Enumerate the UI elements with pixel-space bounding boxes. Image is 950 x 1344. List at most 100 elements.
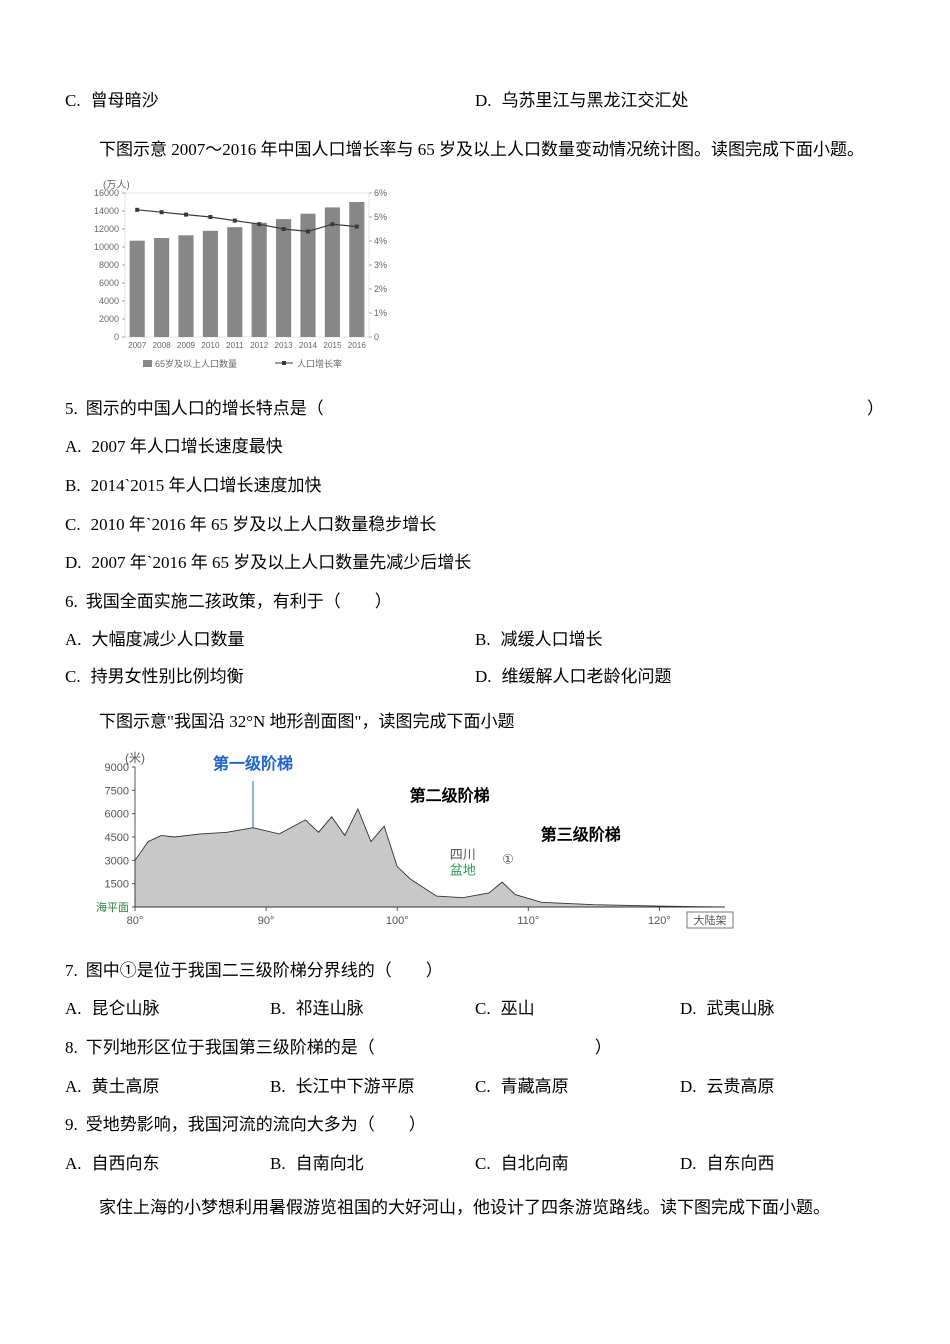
svg-text:8000: 8000	[99, 260, 119, 270]
option-text: 自西向东	[92, 1149, 160, 1180]
svg-text:四川: 四川	[450, 847, 476, 862]
option-label: C.	[475, 1072, 491, 1103]
option-d: D. 维缓解人口老龄化问题	[475, 662, 885, 693]
option-d: D.武夷山脉	[680, 994, 885, 1025]
svg-text:2%: 2%	[374, 284, 387, 294]
question-text: 图示的中国人口的增长特点是（	[86, 394, 324, 425]
svg-text:2012: 2012	[250, 341, 269, 350]
question-number: 9.	[65, 1110, 78, 1141]
option-label: B.	[475, 625, 491, 656]
option-label: A.	[65, 625, 82, 656]
svg-text:4%: 4%	[374, 236, 387, 246]
option-label: C.	[65, 510, 81, 541]
svg-text:第二级阶梯: 第二级阶梯	[410, 786, 490, 805]
passage-2: 下图示意"我国沿 32°N 地形剖面图"，读图完成下面小题	[65, 707, 885, 738]
question-number: 5.	[65, 394, 78, 425]
option-text: 自南向北	[296, 1149, 364, 1180]
option-row-top: C. 曾母暗沙 D. 乌苏里江与黑龙江交汇处	[65, 86, 885, 117]
close-paren: ）	[595, 1033, 613, 1064]
svg-text:盆地: 盆地	[450, 862, 476, 877]
svg-text:6%: 6%	[374, 188, 387, 198]
svg-text:7500: 7500	[105, 785, 129, 797]
question-5: 5. 图示的中国人口的增长特点是（ ）	[65, 394, 885, 425]
option-c: C.青藏高原	[475, 1072, 680, 1103]
option-a: A. 昆仑山脉	[65, 994, 270, 1025]
option-row: A. 昆仑山脉 B.祁连山脉 C. 巫山 D.武夷山脉	[65, 994, 885, 1025]
svg-text:6000: 6000	[99, 278, 119, 288]
option-label: D.	[65, 548, 82, 579]
svg-text:9000: 9000	[105, 762, 129, 774]
option-d: D.云贵高原	[680, 1072, 885, 1103]
svg-text:6000: 6000	[105, 809, 129, 821]
option-text: 2014`2015 年人口增长速度加快	[91, 471, 322, 502]
close-paren: ）	[867, 394, 885, 425]
svg-text:14000: 14000	[94, 206, 119, 216]
svg-text:1%: 1%	[374, 308, 387, 318]
question-7: 7. 图中①是位于我国二三级阶梯分界线的（ ）	[65, 956, 885, 987]
question-text: 图中①是位于我国二三级阶梯分界线的（ ）	[86, 956, 443, 987]
option-row: A.自西向东 B.自南向北 C.自北向南 D.自东向西	[65, 1149, 885, 1180]
svg-text:2008: 2008	[152, 341, 171, 350]
option-d: D. 自东向西	[680, 1149, 885, 1180]
svg-text:12000: 12000	[94, 224, 119, 234]
option-text: 昆仑山脉	[92, 994, 160, 1025]
option-label: A.	[65, 1072, 82, 1103]
question-9: 9. 受地势影响，我国河流的流向大多为（ ）	[65, 1110, 885, 1141]
option-row: A. 大幅度减少人口数量 B. 减缓人口增长	[65, 625, 885, 656]
passage-1: 下图示意 2007～2016 年中国人口增长率与 65 岁及以上人口数量变动情况…	[65, 135, 885, 166]
option-c: C. 曾母暗沙	[65, 86, 475, 117]
passage-3: 家住上海的小梦想利用暑假游览祖国的大好河山，他设计了四条游览路线。读下图完成下面…	[65, 1193, 885, 1224]
svg-text:2014: 2014	[299, 341, 318, 350]
svg-text:100°: 100°	[386, 915, 409, 927]
option-text: 云贵高原	[707, 1072, 775, 1103]
svg-text:2007: 2007	[128, 341, 147, 350]
option-b: B.长江中下游平原	[270, 1072, 475, 1103]
svg-text:2009: 2009	[177, 341, 196, 350]
svg-text:4000: 4000	[99, 296, 119, 306]
question-text: 受地势影响，我国河流的流向大多为（ ）	[86, 1110, 426, 1141]
option-row: A. 黄土高原 B.长江中下游平原 C.青藏高原 D.云贵高原	[65, 1072, 885, 1103]
svg-text:①: ①	[502, 852, 514, 867]
option-c: C. 自北向南	[475, 1149, 680, 1180]
svg-text:120°: 120°	[648, 915, 671, 927]
svg-text:2016: 2016	[348, 341, 367, 350]
option-label: D.	[475, 662, 492, 693]
option-c: C. 2010 年`2016 年 65 岁及以上人口数量稳步增长	[65, 510, 885, 541]
option-label: B.	[270, 994, 286, 1025]
option-label: D.	[680, 1149, 697, 1180]
question-number: 8.	[65, 1033, 78, 1064]
option-label: C.	[475, 994, 491, 1025]
svg-text:海平面: 海平面	[96, 900, 129, 914]
option-row: C. 持男女性别比例均衡 D. 维缓解人口老龄化问题	[65, 662, 885, 693]
option-b: B.自南向北	[270, 1149, 475, 1180]
option-label: D.	[475, 86, 492, 117]
svg-text:10000: 10000	[94, 242, 119, 252]
option-b: B. 减缓人口增长	[475, 625, 885, 656]
svg-text:5%: 5%	[374, 212, 387, 222]
option-b: B.祁连山脉	[270, 994, 475, 1025]
option-b: B. 2014`2015 年人口增长速度加快	[65, 471, 885, 502]
svg-text:3%: 3%	[374, 260, 387, 270]
svg-text:4500: 4500	[105, 832, 129, 844]
option-label: C.	[475, 1149, 491, 1180]
option-c: C. 巫山	[475, 994, 680, 1025]
option-text: 巫山	[501, 994, 535, 1025]
option-text: 2007 年人口增长速度最快	[92, 432, 283, 463]
svg-text:90°: 90°	[258, 915, 275, 927]
option-c: C. 持男女性别比例均衡	[65, 662, 475, 693]
option-text: 武夷山脉	[707, 994, 775, 1025]
option-text: 维缓解人口老龄化问题	[502, 662, 672, 693]
option-text: 曾母暗沙	[91, 86, 159, 117]
option-text: 黄土高原	[92, 1072, 160, 1103]
option-label: C.	[65, 86, 81, 117]
svg-text:1500: 1500	[105, 879, 129, 891]
option-text: 减缓人口增长	[501, 625, 603, 656]
option-text: 自东向西	[707, 1149, 775, 1180]
question-number: 6.	[65, 587, 78, 618]
option-text: 长江中下游平原	[296, 1072, 415, 1103]
question-number: 7.	[65, 956, 78, 987]
svg-text:65岁及以上人口数量: 65岁及以上人口数量	[155, 358, 237, 369]
option-label: A.	[65, 994, 82, 1025]
option-text: 自北向南	[501, 1149, 569, 1180]
option-text: 2007 年`2016 年 65 岁及以上人口数量先减少后增长	[92, 548, 472, 579]
